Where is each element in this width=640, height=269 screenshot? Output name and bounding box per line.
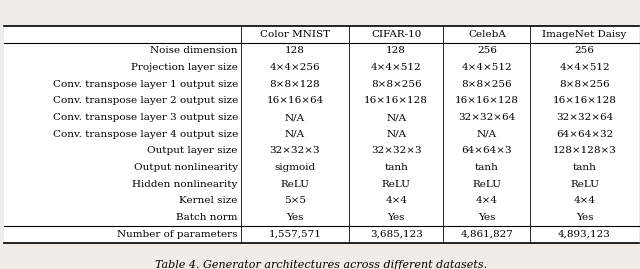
Text: N/A: N/A: [386, 113, 406, 122]
Text: 5×5: 5×5: [284, 196, 306, 205]
Text: 16×16×128: 16×16×128: [552, 96, 616, 105]
Text: CIFAR-10: CIFAR-10: [371, 30, 421, 39]
Text: Output nonlinearity: Output nonlinearity: [134, 163, 238, 172]
Text: tanh: tanh: [384, 163, 408, 172]
Text: 128: 128: [285, 46, 305, 55]
Text: 16×16×128: 16×16×128: [364, 96, 428, 105]
Text: 128: 128: [387, 46, 406, 55]
Text: ReLU: ReLU: [280, 180, 310, 189]
Text: 32×32×64: 32×32×64: [556, 113, 613, 122]
Text: 4×4: 4×4: [476, 196, 498, 205]
Text: 256: 256: [575, 46, 595, 55]
Text: Number of parameters: Number of parameters: [117, 230, 238, 239]
Text: Yes: Yes: [478, 213, 495, 222]
Text: ReLU: ReLU: [381, 180, 411, 189]
Text: 1,557,571: 1,557,571: [269, 230, 321, 239]
Text: N/A: N/A: [285, 113, 305, 122]
Text: Conv. transpose layer 3 output size: Conv. transpose layer 3 output size: [52, 113, 238, 122]
Text: N/A: N/A: [386, 130, 406, 139]
Text: 32×32×3: 32×32×3: [371, 146, 422, 155]
Text: 4×4: 4×4: [573, 196, 596, 205]
Text: Conv. transpose layer 4 output size: Conv. transpose layer 4 output size: [52, 130, 238, 139]
Text: 16×16×128: 16×16×128: [455, 96, 519, 105]
Text: Yes: Yes: [387, 213, 405, 222]
Bar: [4, 26, 639, 243]
Text: 256: 256: [477, 46, 497, 55]
Text: 8×8×128: 8×8×128: [269, 80, 321, 89]
Text: 128×128×3: 128×128×3: [552, 146, 616, 155]
Text: Batch norm: Batch norm: [176, 213, 238, 222]
Text: Conv. transpose layer 1 output size: Conv. transpose layer 1 output size: [52, 80, 238, 89]
Text: Output layer size: Output layer size: [147, 146, 238, 155]
Text: sigmoid: sigmoid: [275, 163, 316, 172]
Text: Hidden nonlinearity: Hidden nonlinearity: [132, 180, 238, 189]
Text: tanh: tanh: [573, 163, 596, 172]
Text: tanh: tanh: [475, 163, 499, 172]
Text: 4,893,123: 4,893,123: [558, 230, 611, 239]
Text: 32×32×64: 32×32×64: [458, 113, 515, 122]
Text: N/A: N/A: [285, 130, 305, 139]
Text: 8×8×256: 8×8×256: [371, 80, 422, 89]
Text: ImageNet Daisy: ImageNet Daisy: [542, 30, 627, 39]
Text: Table 4. Generator architectures across different datasets.: Table 4. Generator architectures across …: [155, 260, 487, 269]
Text: 4×4×256: 4×4×256: [269, 63, 321, 72]
Text: 4×4×512: 4×4×512: [559, 63, 610, 72]
Text: Yes: Yes: [286, 213, 304, 222]
Text: 64×64×3: 64×64×3: [461, 146, 512, 155]
Text: 4×4×512: 4×4×512: [461, 63, 512, 72]
Text: 4,861,827: 4,861,827: [460, 230, 513, 239]
Text: 16×16×64: 16×16×64: [266, 96, 324, 105]
Text: 3,685,123: 3,685,123: [370, 230, 422, 239]
Text: 8×8×256: 8×8×256: [559, 80, 610, 89]
Text: Yes: Yes: [576, 213, 593, 222]
Text: CelebA: CelebA: [468, 30, 506, 39]
Text: 4×4: 4×4: [385, 196, 407, 205]
Text: 64×64×32: 64×64×32: [556, 130, 613, 139]
Text: Conv. transpose layer 2 output size: Conv. transpose layer 2 output size: [52, 96, 238, 105]
Text: Projection layer size: Projection layer size: [131, 63, 238, 72]
Text: 32×32×3: 32×32×3: [269, 146, 321, 155]
Text: ReLU: ReLU: [472, 180, 501, 189]
Text: 8×8×256: 8×8×256: [461, 80, 512, 89]
Text: N/A: N/A: [477, 130, 497, 139]
Text: Color MNIST: Color MNIST: [260, 30, 330, 39]
Text: Kernel size: Kernel size: [179, 196, 238, 205]
Text: Noise dimension: Noise dimension: [150, 46, 238, 55]
Text: ReLU: ReLU: [570, 180, 599, 189]
Text: 4×4×512: 4×4×512: [371, 63, 422, 72]
